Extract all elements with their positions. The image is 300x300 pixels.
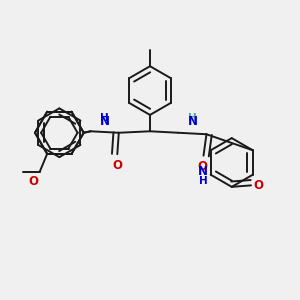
- Text: N: N: [188, 115, 197, 128]
- Text: O: O: [112, 159, 122, 172]
- Text: H: H: [188, 113, 197, 123]
- Text: H: H: [100, 113, 109, 123]
- Text: O: O: [254, 179, 263, 192]
- Text: O: O: [28, 175, 38, 188]
- Text: N: N: [100, 115, 110, 128]
- Text: N: N: [198, 165, 208, 178]
- Text: H: H: [199, 176, 208, 186]
- Text: O: O: [197, 160, 207, 173]
